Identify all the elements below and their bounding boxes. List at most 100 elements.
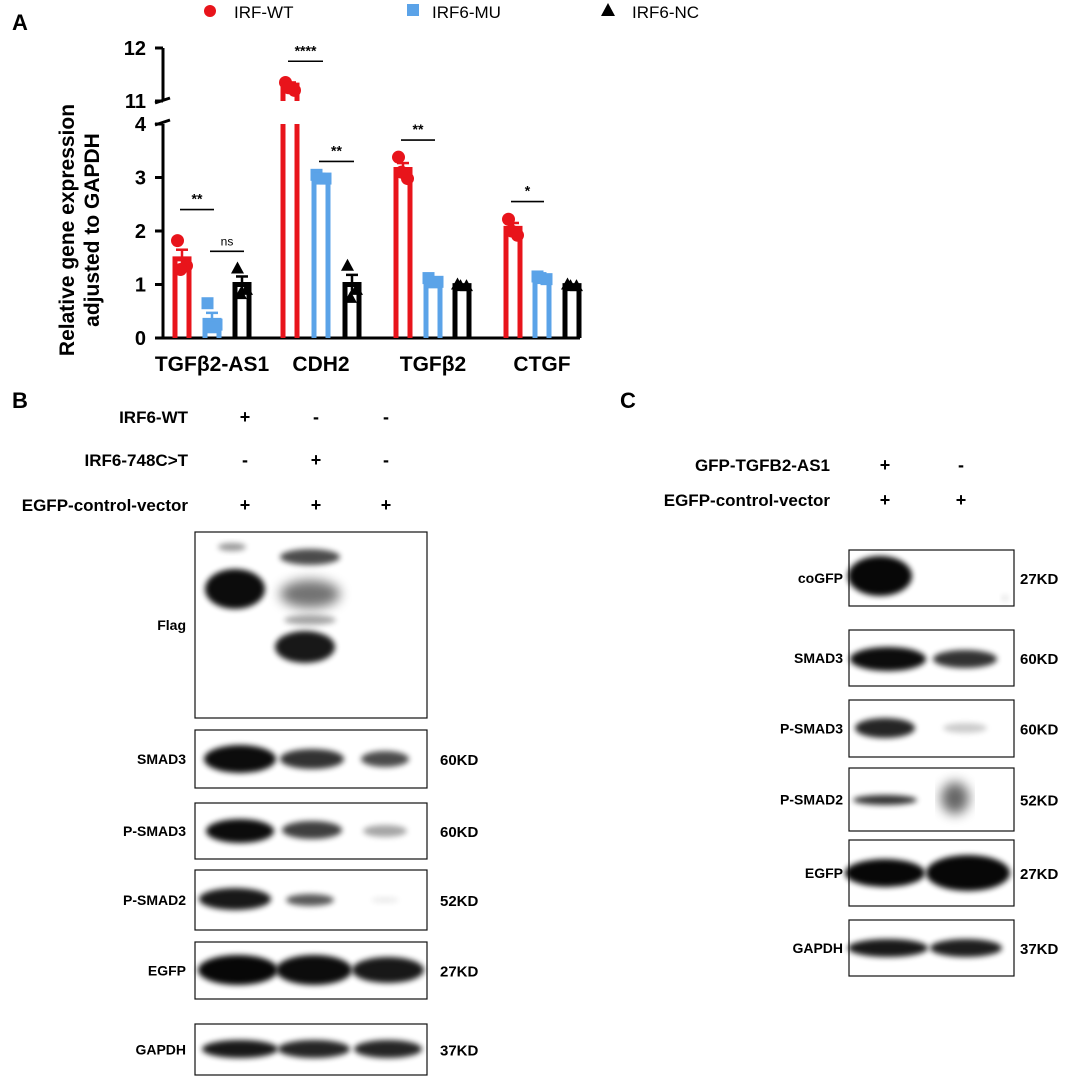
y-tick-label: 0 [135,328,146,350]
significance-label: ** [331,142,342,158]
condition-mark: - [313,407,319,427]
band [205,569,265,609]
bar-irf6-mu [423,278,443,338]
protein-label: P-SMAD2 [780,792,843,808]
band [933,650,997,668]
x-tick-label: CDH2 [292,353,349,376]
y-tick-label: 1 [135,275,146,297]
condition-mark: - [958,455,964,475]
data-point-irf6-mu [201,297,214,310]
significance-label: ** [192,191,203,207]
x-tick-label: TGFβ2 [400,353,467,376]
condition-mark: - [383,450,389,470]
band [930,939,1002,957]
chart-legend: IRF-WT IRF6-MU IRF6-NC [204,3,699,22]
blot-frame [848,767,1015,832]
data-point-irf-wt [502,212,515,226]
blot-row-flag: Flag [157,531,428,719]
band [926,855,1010,891]
western-blot-c: GFP-TGFB2-AS1 + - EGFP-control-vector + + coG… [664,455,1059,977]
blot-row-gapdh: GAPDH 37KD [792,919,1059,977]
band [850,647,926,671]
legend-label-irf-wt: IRF-WT [234,3,293,22]
band [202,1040,278,1058]
band [206,819,274,843]
protein-label: EGFP [805,865,843,881]
protein-label: SMAD3 [137,751,186,767]
size-label: 37KD [1020,941,1059,958]
condition-mark: + [880,455,891,475]
band [204,745,276,773]
condition-label: IRF6-WT [119,408,189,427]
y-tick-label: 11 [125,91,146,113]
band [845,859,925,887]
band [1001,595,1009,601]
data-point-irf6-mu [204,321,217,334]
condition-mark: + [311,450,322,470]
data-point-irf6-nc [564,279,577,292]
data-point-irf6-nc [344,290,357,303]
data-point-irf-wt [395,165,408,179]
band [276,955,352,985]
band [280,749,344,769]
western-blot-b: IRF6-WT + - - IRF6-748C>T - + - EGFP-control-vec… [22,407,479,1076]
legend-label-irf6-nc: IRF6-NC [632,3,699,22]
band [280,549,340,565]
band [853,795,917,805]
condition-mark: + [381,495,392,515]
band [943,723,987,733]
data-point-irf-wt [392,150,405,164]
blot-row-p-smad2: P-SMAD2 52KD [123,869,479,931]
significance-label: **** [295,42,317,58]
data-point-irf6-nc [350,282,363,295]
blot-row-smad3: SMAD3 60KD [794,629,1059,687]
data-point-irf6-nc [231,261,244,274]
significance-label: ** [413,121,424,137]
panel-label-c: C [620,388,636,413]
data-point-irf6-mu [425,276,438,289]
y-tick-label: 12 [124,38,146,60]
condition-mark: + [880,490,891,510]
protein-label: GAPDH [792,940,843,956]
band [286,894,334,906]
x-tick-label: CTGF [513,353,570,376]
legend-label-irf6-mu: IRF6-MU [432,3,501,22]
protein-label: P-SMAD3 [123,823,186,839]
legend-marker-irf6-nc [601,3,615,16]
condition-label: IRF6-748C>T [85,451,189,470]
bar-irf6-mu [532,275,552,338]
band [284,615,336,625]
y-tick-label: 4 [135,114,147,136]
bar-irf-wt [280,124,300,338]
bar-irf6-nc [562,283,582,338]
size-label: 52KD [440,893,479,910]
significance-label: ns [221,234,234,248]
band [848,939,928,957]
data-point-irf6-mu [534,272,547,285]
protein-label: SMAD3 [794,650,843,666]
bar-irf6-nc [452,283,472,338]
size-label: 27KD [1020,866,1059,883]
protein-label: P-SMAD2 [123,892,186,908]
condition-mark: + [311,495,322,515]
blot-row-p-smad2: P-SMAD2 52KD [780,767,1059,832]
blot-row-smad3: SMAD3 60KD [137,729,479,789]
data-point-irf-wt [171,234,184,248]
bar-irf6-mu [311,175,331,338]
size-label: 60KD [440,752,479,769]
significance-label: * [525,183,531,199]
band [941,782,969,814]
x-tick-label: TGFβ2-AS1 [155,353,270,376]
band [198,955,278,985]
legend-marker-irf-wt [204,5,216,17]
blot-row-gapdh: GAPDH 37KD [135,1023,479,1076]
size-label: 52KD [1020,793,1059,810]
band [275,631,335,663]
data-point-irf-wt [282,81,295,95]
data-point-irf6-nc [341,258,354,271]
size-label: 60KD [440,824,479,841]
condition-mark: + [240,495,251,515]
protein-label: coGFP [798,570,843,586]
blot-row-p-smad3: P-SMAD3 60KD [780,699,1059,758]
